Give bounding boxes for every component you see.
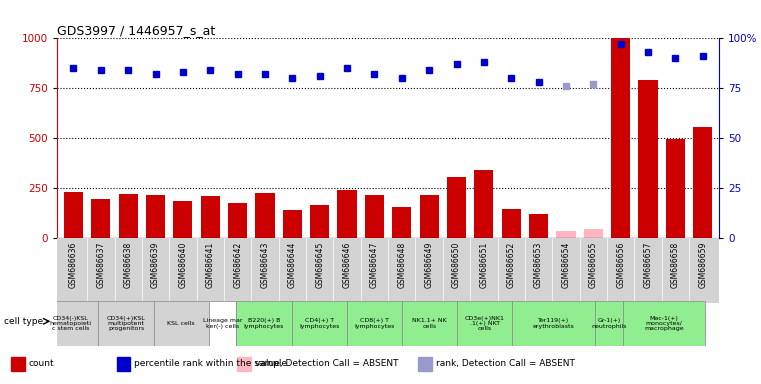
Bar — [666, 139, 685, 238]
Bar — [584, 229, 603, 238]
Bar — [64, 192, 83, 238]
Bar — [256, 193, 275, 238]
Bar — [291, 301, 347, 346]
Text: CD34(+)KSL
multipotent
progenitors: CD34(+)KSL multipotent progenitors — [107, 316, 145, 331]
Text: GSM686641: GSM686641 — [205, 242, 215, 288]
Text: GSM686658: GSM686658 — [671, 242, 680, 288]
Bar — [11, 357, 25, 371]
Bar — [43, 301, 98, 346]
Bar — [512, 301, 595, 346]
Bar — [474, 170, 493, 238]
Text: CD3e(+)NK1
.1(+) NKT
cells: CD3e(+)NK1 .1(+) NKT cells — [465, 316, 505, 331]
Bar — [228, 203, 247, 238]
Text: count: count — [29, 359, 54, 368]
Bar — [283, 210, 302, 238]
Text: GSM686649: GSM686649 — [425, 242, 434, 288]
Text: GSM686659: GSM686659 — [699, 242, 707, 288]
Bar — [457, 301, 512, 346]
Text: GSM686639: GSM686639 — [151, 242, 160, 288]
Bar — [237, 301, 291, 346]
Bar — [529, 214, 548, 238]
Text: GSM686647: GSM686647 — [370, 242, 379, 288]
Text: GSM686636: GSM686636 — [69, 242, 78, 288]
Bar — [337, 190, 357, 238]
Text: CD8(+) T
lymphocytes: CD8(+) T lymphocytes — [354, 318, 394, 329]
Bar — [146, 195, 165, 238]
Bar — [91, 199, 110, 238]
Text: GSM686657: GSM686657 — [644, 242, 652, 288]
Text: GSM686643: GSM686643 — [260, 242, 269, 288]
Bar — [57, 238, 719, 303]
Bar — [419, 195, 439, 238]
Text: GSM686650: GSM686650 — [452, 242, 461, 288]
Bar — [638, 80, 658, 238]
Bar — [201, 196, 220, 238]
Bar — [119, 194, 138, 238]
Text: KSL cells: KSL cells — [167, 321, 195, 326]
Bar — [595, 301, 622, 346]
Text: percentile rank within the sample: percentile rank within the sample — [134, 359, 288, 368]
Text: GSM686645: GSM686645 — [315, 242, 324, 288]
Bar — [693, 127, 712, 238]
Text: GSM686640: GSM686640 — [178, 242, 187, 288]
Text: GSM686656: GSM686656 — [616, 242, 625, 288]
Bar — [209, 301, 237, 346]
Text: GSM686655: GSM686655 — [589, 242, 598, 288]
Text: GSM686654: GSM686654 — [562, 242, 571, 288]
Bar — [556, 231, 575, 238]
Text: GSM686637: GSM686637 — [97, 242, 105, 288]
Text: Mac-1(+)
monocytes/
macrophage: Mac-1(+) monocytes/ macrophage — [644, 316, 684, 331]
Bar — [117, 357, 130, 371]
Bar — [611, 38, 630, 238]
Text: value, Detection Call = ABSENT: value, Detection Call = ABSENT — [255, 359, 398, 368]
Bar — [392, 207, 412, 238]
Text: GDS3997 / 1446957_s_at: GDS3997 / 1446957_s_at — [57, 24, 215, 37]
Text: GSM686638: GSM686638 — [124, 242, 132, 288]
Bar — [347, 301, 402, 346]
Bar — [622, 301, 705, 346]
Text: CD34(-)KSL
hematopoieti
c stem cells: CD34(-)KSL hematopoieti c stem cells — [50, 316, 92, 331]
Text: cell type: cell type — [4, 317, 43, 326]
Text: GSM686651: GSM686651 — [479, 242, 489, 288]
Text: Ter119(+)
erythroblasts: Ter119(+) erythroblasts — [533, 318, 575, 329]
Bar — [402, 301, 457, 346]
Bar — [447, 177, 466, 238]
Text: GSM686644: GSM686644 — [288, 242, 297, 288]
Bar — [237, 357, 251, 371]
Text: NK1.1+ NK
cells: NK1.1+ NK cells — [412, 318, 447, 329]
Bar — [365, 195, 384, 238]
Text: GSM686642: GSM686642 — [233, 242, 242, 288]
Text: GSM686653: GSM686653 — [534, 242, 543, 288]
Bar — [174, 201, 193, 238]
Bar — [98, 301, 154, 346]
Text: GSM686652: GSM686652 — [507, 242, 516, 288]
Bar — [419, 357, 431, 371]
Bar — [154, 301, 209, 346]
Text: B220(+) B
lymphocytes: B220(+) B lymphocytes — [244, 318, 284, 329]
Bar — [310, 205, 330, 238]
Text: GSM686646: GSM686646 — [342, 242, 352, 288]
Text: CD4(+) T
lymphocytes: CD4(+) T lymphocytes — [299, 318, 339, 329]
Text: rank, Detection Call = ABSENT: rank, Detection Call = ABSENT — [435, 359, 575, 368]
Text: Gr-1(+)
neutrophils: Gr-1(+) neutrophils — [591, 318, 626, 329]
Text: GSM686648: GSM686648 — [397, 242, 406, 288]
Text: Lineage mar
ker(-) cells: Lineage mar ker(-) cells — [203, 318, 242, 329]
Bar — [501, 209, 521, 238]
